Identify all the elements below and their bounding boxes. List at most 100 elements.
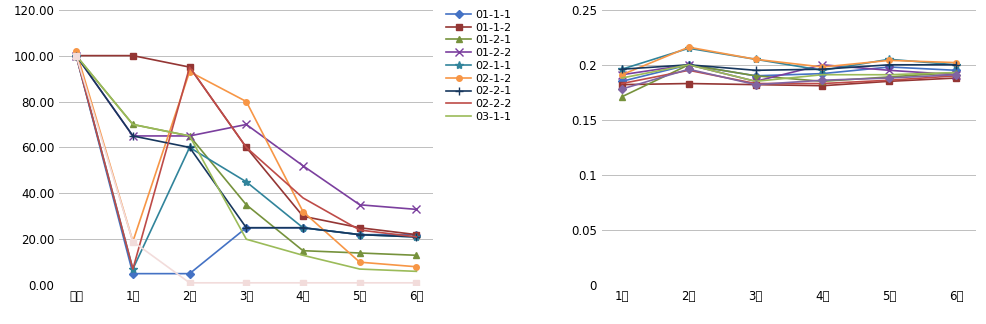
- 01-2-1: [183, 134, 195, 138]
- Line: 03-1-1: 03-1-1: [76, 56, 416, 272]
- 101-2-1: [816, 79, 828, 83]
- 101-2-2: [816, 63, 828, 67]
- 101-2-2: [683, 63, 695, 67]
- 303-1-1: [951, 71, 962, 75]
- 303-1-2: [683, 67, 695, 71]
- 303-1-1: [749, 79, 761, 83]
- 03-1-1: [410, 270, 422, 273]
- 02-2-1: [241, 226, 252, 230]
- 101-1-2: [816, 84, 828, 88]
- 303-1-2: [883, 76, 895, 80]
- Legend: 01-1-1, 01-1-2, 01-2-1, 01-2-2, 02-1-1, 02-1-2, 02-2-1, 02-2-2, 03-1-1: 01-1-1, 01-1-2, 01-2-1, 01-2-2, 02-1-1, …: [447, 10, 512, 122]
- 01-1-2: [127, 54, 139, 58]
- 01-2-2: [354, 203, 366, 207]
- Line: 02-2-1: 02-2-1: [72, 52, 421, 241]
- 101-2-1: [749, 74, 761, 78]
- Line: 101-2-2: 101-2-2: [618, 61, 960, 86]
- 01-1-1: [183, 272, 195, 276]
- 202-1-1: [951, 63, 962, 67]
- 01-1-1: [297, 226, 309, 230]
- 202-2-2: [683, 68, 695, 72]
- 303-1-1: [683, 63, 695, 67]
- Line: 01-1-2: 01-1-2: [73, 53, 419, 237]
- 01-2-2: [241, 122, 252, 126]
- 202-1-1: [816, 68, 828, 72]
- 02-1-1: [297, 226, 309, 230]
- 101-1-1: [951, 68, 962, 72]
- 03-1-2_light: [297, 281, 309, 285]
- 303-1-2: [951, 73, 962, 77]
- 101-2-2: [749, 79, 761, 83]
- 02-2-2: [354, 228, 366, 232]
- 02-2-1: [297, 226, 309, 230]
- 202-2-2: [816, 82, 828, 86]
- 202-1-2: [883, 58, 895, 62]
- 01-2-1: [410, 253, 422, 257]
- 02-2-1: [127, 134, 139, 138]
- 02-2-1: [183, 145, 195, 149]
- Line: 01-2-1: 01-2-1: [73, 53, 419, 258]
- 202-2-1: [883, 63, 895, 67]
- 02-2-2: [297, 196, 309, 200]
- 02-2-2: [410, 235, 422, 239]
- 101-2-1: [951, 71, 962, 75]
- 202-1-1: [749, 57, 761, 61]
- 303-1-1: [883, 73, 895, 77]
- 03-1-1: [241, 237, 252, 241]
- 202-2-1: [616, 67, 628, 71]
- 03-1-1: [70, 54, 82, 58]
- 303-1-2: [749, 83, 761, 87]
- Line: 03-1-2_light: 03-1-2_light: [73, 52, 420, 286]
- 101-1-2: [683, 82, 695, 86]
- Line: 303-1-2: 303-1-2: [619, 66, 958, 92]
- 101-2-2: [883, 68, 895, 72]
- 01-1-2: [297, 214, 309, 218]
- 03-1-2_light: [410, 281, 422, 285]
- 101-2-1: [883, 75, 895, 79]
- 01-1-2: [183, 65, 195, 69]
- 101-2-1: [683, 63, 695, 67]
- 03-1-2_light: [70, 54, 82, 58]
- 202-1-2: [816, 65, 828, 69]
- 202-2-2: [883, 78, 895, 82]
- 303-1-2: [616, 87, 628, 91]
- 202-1-1: [683, 46, 695, 50]
- 101-1-1: [749, 74, 761, 78]
- 202-1-2: [683, 45, 695, 49]
- 101-1-1: [816, 72, 828, 75]
- 01-1-1: [70, 54, 82, 58]
- 02-2-1: [70, 54, 82, 58]
- Line: 101-1-2: 101-1-2: [619, 75, 958, 88]
- 01-2-2: [410, 207, 422, 211]
- Line: 101-2-1: 101-2-1: [619, 62, 958, 99]
- 202-2-1: [749, 68, 761, 72]
- 02-1-2: [241, 99, 252, 103]
- 02-2-2: [127, 267, 139, 271]
- 02-1-2: [297, 210, 309, 214]
- 303-1-2: [816, 78, 828, 82]
- 02-1-1: [70, 54, 82, 58]
- 202-1-1: [883, 57, 895, 61]
- 202-2-1: [683, 63, 695, 67]
- 01-1-1: [241, 226, 252, 230]
- Line: 303-1-1: 303-1-1: [622, 65, 956, 81]
- 01-1-2: [70, 54, 82, 58]
- 02-1-1: [354, 233, 366, 237]
- 01-1-2: [354, 226, 366, 230]
- 101-1-1: [616, 79, 628, 83]
- 02-2-2: [241, 145, 252, 149]
- 03-1-1: [297, 253, 309, 257]
- 101-1-2: [749, 83, 761, 87]
- Line: 202-1-1: 202-1-1: [618, 44, 960, 75]
- 101-1-1: [883, 65, 895, 69]
- 02-1-2: [127, 239, 139, 243]
- 202-2-1: [816, 67, 828, 71]
- Line: 02-1-1: 02-1-1: [72, 52, 421, 273]
- 202-2-2: [749, 82, 761, 86]
- 01-1-2: [410, 233, 422, 237]
- 101-1-1: [683, 63, 695, 67]
- 01-2-1: [127, 122, 139, 126]
- 101-2-1: [616, 95, 628, 99]
- 101-1-2: [616, 83, 628, 87]
- 02-1-2: [410, 265, 422, 269]
